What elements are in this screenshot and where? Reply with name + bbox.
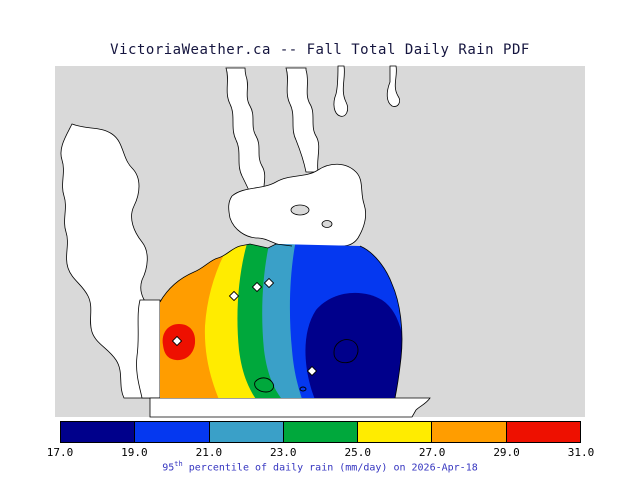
- coastline-northwest: [159, 243, 293, 303]
- station-markers: [171, 277, 318, 377]
- colorbar-segments: [60, 421, 581, 443]
- colorbar-tick-label: 23.0: [270, 446, 297, 459]
- colorbar-tick-label: 21.0: [195, 446, 223, 459]
- station-marker: [171, 335, 183, 347]
- station-marker: [306, 365, 318, 377]
- island-outlines: [254, 339, 359, 393]
- colorbar-segment: [209, 422, 284, 442]
- islands: [290, 204, 333, 228]
- caption-number: 95: [162, 462, 175, 474]
- station-marker: [228, 290, 240, 302]
- station-marker: [251, 281, 263, 293]
- contour-band-17-19: [305, 292, 402, 398]
- domain-coastlines: [159, 243, 403, 399]
- colorbar-segment: [432, 422, 507, 442]
- colorbar-tick-label: 31.0: [567, 446, 595, 459]
- colorbar-tick-label: 17.0: [46, 446, 74, 459]
- colorbar-caption: 95th percentile of daily rain (mm/day) o…: [0, 460, 640, 473]
- colorbar-segment: [135, 422, 210, 442]
- island-outline: [333, 339, 359, 364]
- colorbar-segment: [358, 422, 433, 442]
- island: [321, 220, 333, 228]
- island: [290, 204, 310, 216]
- colorbar-tick-label: 27.0: [418, 446, 446, 459]
- station-marker: [263, 277, 275, 289]
- colorbar-segment: [283, 422, 359, 442]
- island-outline: [299, 386, 307, 392]
- water-body-strip-west-of-domain: [136, 299, 161, 399]
- page-title: VictoriaWeather.ca -- Fall Total Daily R…: [110, 42, 530, 58]
- water-body-west-channel: [60, 123, 157, 399]
- colorbar-tick-label: 25.0: [344, 446, 371, 459]
- water-body-north-notch-2: [386, 65, 400, 107]
- colorbar-ticks: 17.0 19.0 21.0 23.0 25.0 27.0 29.0 31.0: [47, 446, 595, 459]
- island-outline: [254, 377, 275, 393]
- colorbar-tick-label: 29.0: [493, 446, 520, 459]
- water-body-north-notch-1: [333, 65, 348, 117]
- colorbar-segment: [506, 422, 580, 442]
- water-body-inlet-arm-west: [225, 67, 266, 199]
- coastline-east: [359, 245, 403, 399]
- rain-contour-field: [160, 244, 402, 398]
- colorbar-tick-label: 19.0: [121, 446, 148, 459]
- water-body-south-strait: [149, 397, 431, 418]
- colorbar-segment: [61, 422, 136, 442]
- caption-text: percentile of daily rain (mm/day) on 202…: [182, 462, 478, 474]
- caption-ordinal: th: [174, 460, 183, 468]
